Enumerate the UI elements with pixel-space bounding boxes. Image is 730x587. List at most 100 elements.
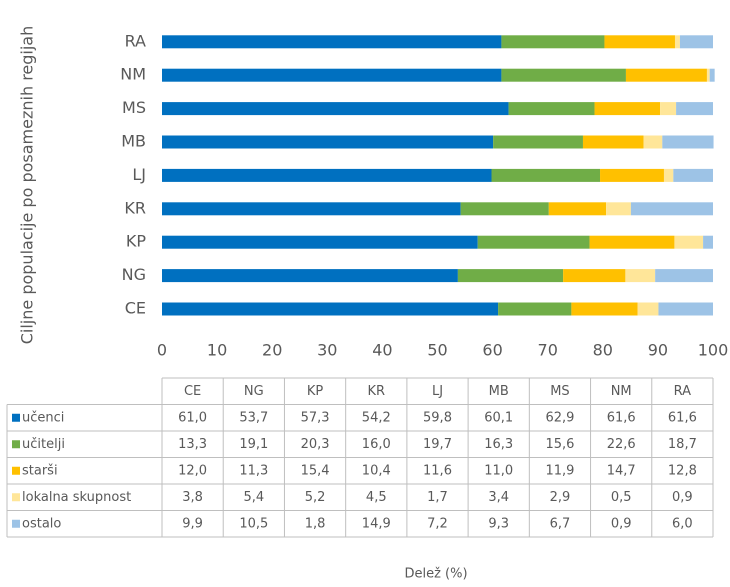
y-tick-label: RA [125,31,146,50]
x-tick-label: 90 [648,341,668,360]
table-cell: 16,3 [484,437,513,452]
y-tick-label: MS [122,98,146,117]
table-cell: 0,9 [611,516,632,531]
y-tick-label: NM [120,65,146,84]
table-cell: 60,1 [484,410,513,425]
bar-segment [674,235,704,249]
table-cell: 53,7 [239,410,268,425]
table-header: MB [489,384,509,399]
legend-label: starši [22,463,58,478]
table-cell: 14,7 [607,463,636,478]
bar-segment [594,102,661,116]
bar-segment [679,35,713,49]
table-cell: 1,7 [427,490,448,505]
table-cell: 11,0 [484,463,513,478]
legend-marker [12,493,20,502]
bar-segment [162,102,509,116]
bar-segment [706,68,710,82]
table-cell: 12,8 [668,463,697,478]
y-axis-title: Ciljne populacije po posameznih regijah [18,26,37,345]
bar-segment [162,68,502,82]
table-cell: 11,9 [545,463,574,478]
bar-segment [501,68,626,82]
bar-segment [501,35,605,49]
x-tick-label: 50 [427,341,447,360]
table-cell: 10,4 [362,463,391,478]
table-cell: 61,6 [668,410,697,425]
bar-segment [162,235,478,249]
table-cell: 9,3 [488,516,509,531]
x-tick-label: 0 [157,341,167,360]
bar-segment [660,102,677,116]
bar-segment [162,302,499,316]
legend-marker [12,519,20,528]
y-tick-label: MB [121,132,146,151]
bar-segment [508,102,595,116]
table-header: NM [611,384,632,399]
bar-segment [625,68,707,82]
table-cell: 9,9 [182,516,203,531]
bar-segment [571,302,638,316]
table-cell: 10,5 [239,516,268,531]
table-cell: 16,0 [362,437,391,452]
table-cell: 11,3 [239,463,268,478]
bar-segment [582,135,644,149]
table-cell: 59,8 [423,410,452,425]
table-cell: 5,4 [243,490,264,505]
bar-segment [676,102,713,116]
table-cell: 15,6 [545,437,574,452]
y-tick-label: CE [125,299,146,318]
table-header: NG [244,384,264,399]
table-header: KP [307,384,324,399]
bar-segment [703,235,713,249]
table-cell: 3,8 [182,490,203,505]
table-cell: 0,5 [611,490,632,505]
bar-segment [662,135,714,149]
table-header: MS [550,384,569,399]
table-cell: 20,3 [301,437,330,452]
table-cell: 57,3 [301,410,330,425]
table-cell: 18,7 [668,437,697,452]
legend-marker [12,466,20,475]
bar-segment [663,168,674,182]
y-tick-label: KP [126,232,146,251]
bar-segment [643,135,663,149]
table-cell: 3,4 [488,490,509,505]
table-cell: 5,2 [305,490,326,505]
bar-segment [162,35,502,49]
legend-marker [12,440,20,449]
table-cell: 54,2 [362,410,391,425]
x-tick-label: 20 [262,341,282,360]
table-cell: 4,5 [366,490,387,505]
x-tick-label: 70 [538,341,558,360]
legend-label: lokalna skupnost [22,490,131,505]
table-cell: 13,3 [178,437,207,452]
bar-segment [457,269,564,283]
table-cell: 15,4 [301,463,330,478]
bar-segment [548,202,607,216]
table-cell: 12,0 [178,463,207,478]
bar-segment [655,269,713,283]
table-cell: 61,0 [178,410,207,425]
bar-segment [460,202,549,216]
x-tick-label: 100 [698,341,729,360]
table-header: KR [367,384,385,399]
table-cell: 1,8 [305,516,326,531]
x-tick-label: 30 [317,341,337,360]
table-cell: 11,6 [423,463,452,478]
table-cell: 2,9 [550,490,571,505]
legend-label: učenci [22,410,64,425]
bar-segment [600,168,664,182]
y-tick-label: LJ [132,165,146,184]
bar-segment [162,269,458,283]
bar-segment [658,302,713,316]
x-tick-label: 40 [372,341,392,360]
x-tick-label: 10 [207,341,227,360]
table-header: CE [184,384,201,399]
y-tick-label: NG [122,265,146,284]
bar-segment [498,302,572,316]
x-tick-label: 80 [593,341,613,360]
table-cell: 62,9 [545,410,574,425]
table-cell: 14,9 [362,516,391,531]
